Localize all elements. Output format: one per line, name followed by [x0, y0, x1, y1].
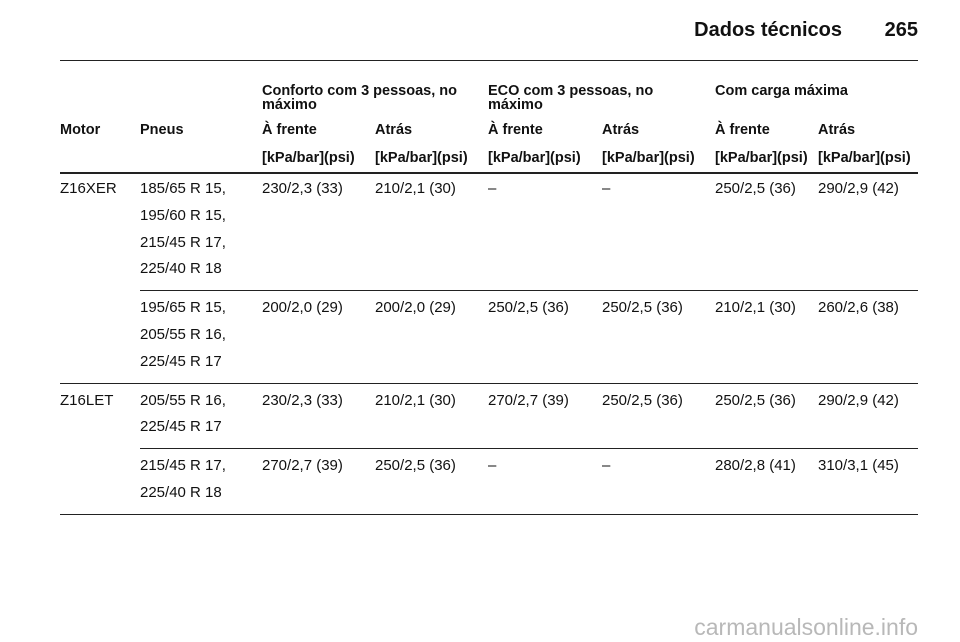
page-title: Dados técnicos [694, 19, 842, 41]
pressure: 270/2,7 (39) [488, 391, 569, 409]
tyre-size: 225/45 R 17 [140, 352, 222, 370]
pressure: 230/2,3 (33) [262, 391, 343, 409]
pressure: 290/2,9 (42) [818, 180, 899, 197]
motor: Z16LET [60, 391, 114, 409]
pressure: 250/2,5 (36) [715, 391, 796, 409]
tyre-size: 215/45 R 17, [140, 233, 226, 251]
tyre-size: 205/55 R 16, [140, 391, 226, 409]
rule [60, 172, 918, 174]
watermark: carmanualsonline.info [694, 614, 918, 640]
rule [60, 60, 918, 61]
column-header: À frente [488, 122, 543, 138]
pressure: – [602, 457, 611, 475]
pressure: – [488, 180, 497, 197]
pressure: 290/2,9 (42) [818, 391, 899, 409]
column-header: Pneus [140, 122, 184, 138]
tyre-size: 225/40 R 18 [140, 260, 222, 278]
pressure: – [488, 457, 497, 475]
unit-header: [kPa/bar](psi) [375, 150, 468, 166]
unit-header: [kPa/bar](psi) [715, 150, 808, 166]
pressure: 280/2,8 (41) [715, 457, 796, 475]
group-header: Conforto com 3 pessoas, no máximo [262, 83, 457, 113]
pressure: 210/2,1 (30) [375, 180, 456, 197]
column-header: Atrás [602, 122, 640, 138]
tyre-size: 225/45 R 17 [140, 418, 222, 436]
rule [140, 290, 918, 292]
tyre-size: 215/45 R 17, [140, 457, 226, 475]
unit-header: [kPa/bar](psi) [818, 150, 911, 166]
pressure: 200/2,0 (29) [375, 299, 456, 317]
pressure: 230/2,3 (33) [262, 180, 343, 197]
pressure: 250/2,5 (36) [715, 180, 796, 197]
unit-header: [kPa/bar](psi) [602, 150, 695, 166]
unit-header: [kPa/bar](psi) [488, 150, 581, 166]
motor: Z16XER [60, 180, 117, 197]
column-header: À frente [715, 122, 770, 138]
group-header: Com carga máxima [715, 83, 848, 99]
column-header: À frente [262, 122, 317, 138]
column-header: Atrás [818, 122, 856, 138]
unit-header: [kPa/bar](psi) [262, 150, 355, 166]
pressure: 210/2,1 (30) [715, 299, 796, 317]
pressure: 250/2,5 (36) [602, 299, 683, 317]
tyre-size: 185/65 R 15, [140, 180, 226, 197]
pressure: 250/2,5 (36) [602, 391, 683, 409]
group-header: ECO com 3 pessoas, no máximo [488, 83, 654, 113]
pressure: 310/3,1 (45) [818, 457, 899, 475]
pressure: 200/2,0 (29) [262, 299, 343, 317]
rule [60, 513, 918, 515]
pressure: 250/2,5 (36) [375, 457, 456, 475]
tyre-size: 205/55 R 16, [140, 326, 226, 343]
pressure: 210/2,1 (30) [375, 391, 456, 409]
column-header: Atrás [375, 122, 413, 138]
tyre-size: 225/40 R 18 [140, 484, 222, 501]
column-header: Motor [60, 122, 101, 138]
tyre-size: 195/60 R 15, [140, 206, 226, 224]
tyre-size: 195/65 R 15, [140, 299, 226, 317]
page-number: 265 [884, 19, 918, 41]
pressure: 260/2,6 (38) [818, 299, 899, 317]
pressure: – [602, 180, 611, 197]
pressure: 270/2,7 (39) [262, 457, 343, 475]
rule [140, 448, 918, 450]
pressure: 250/2,5 (36) [488, 299, 569, 317]
rule [60, 382, 918, 384]
